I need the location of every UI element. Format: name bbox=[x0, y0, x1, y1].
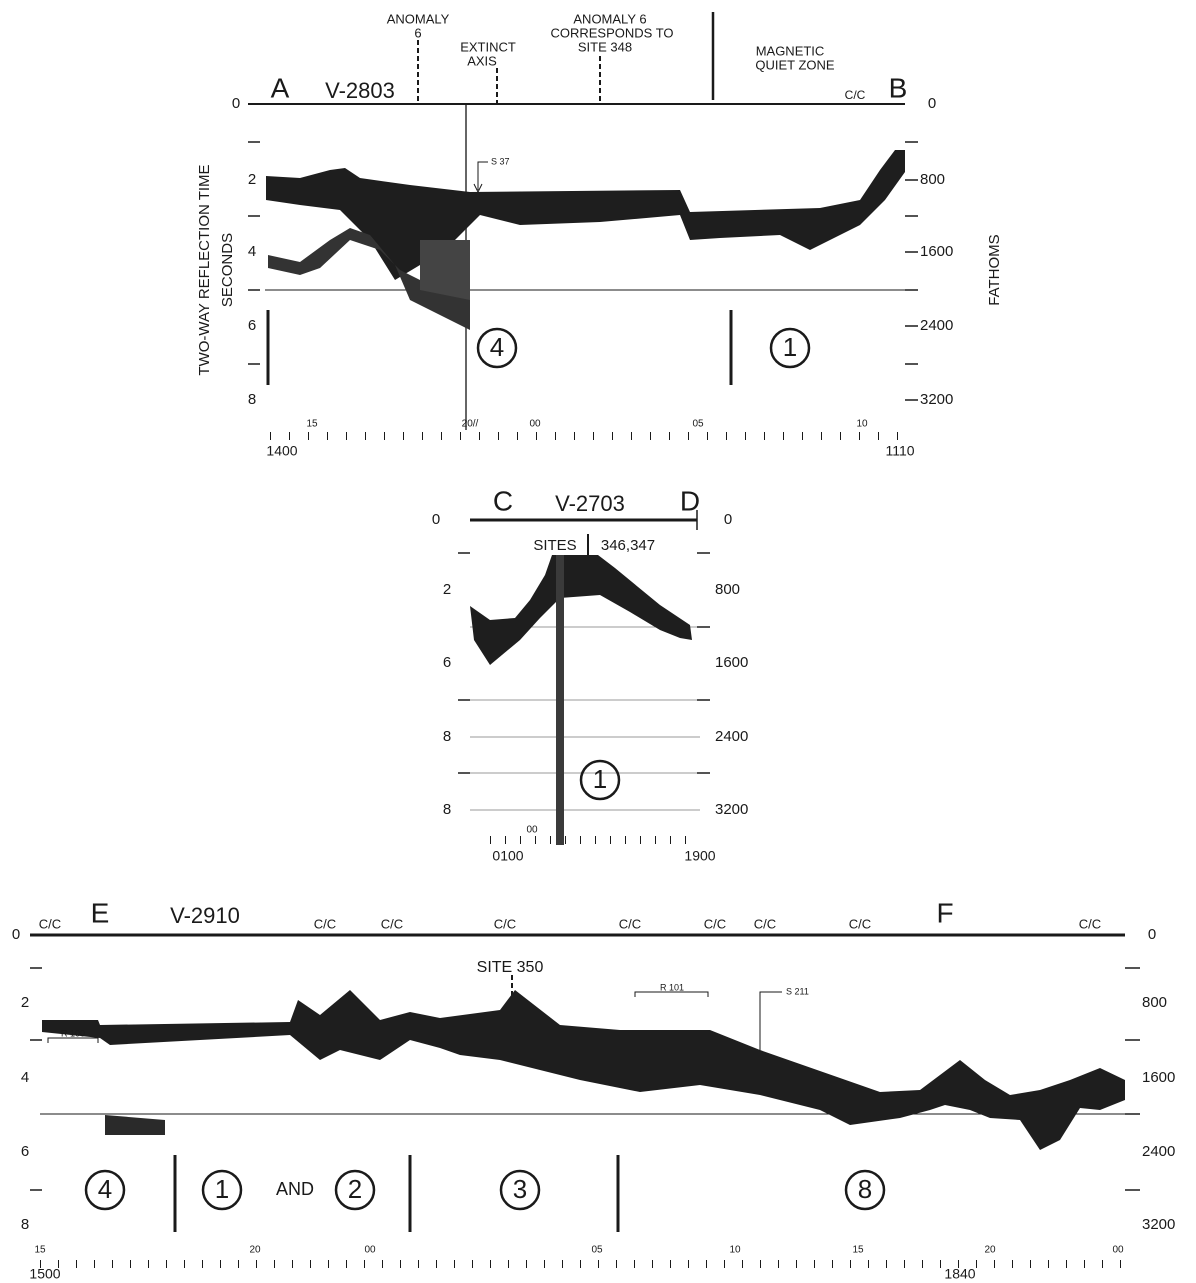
profile-end: B bbox=[889, 72, 908, 103]
profile-start: E bbox=[91, 897, 110, 928]
annotation: QUIET ZONE bbox=[755, 57, 835, 72]
time-label: 1500 bbox=[29, 1266, 60, 1282]
annotation: SITE 348 bbox=[578, 39, 632, 54]
time-label: 1900 bbox=[684, 848, 715, 864]
axis-title: TWO-WAY REFLECTION TIME bbox=[196, 164, 213, 375]
hour-tick-label: 00 bbox=[364, 1245, 376, 1256]
seconds-tick-label: 6 bbox=[443, 654, 451, 671]
fathom-tick-label: 3200 bbox=[920, 391, 953, 408]
fathom-tick-label: 1600 bbox=[1142, 1069, 1175, 1086]
course-change: C/C bbox=[381, 916, 403, 931]
hour-tick-label: 20 bbox=[249, 1245, 261, 1256]
hour-tick-label: 05 bbox=[591, 1245, 603, 1256]
seconds-tick-label: 0 bbox=[432, 511, 440, 528]
annotation: AXIS bbox=[467, 53, 497, 68]
seconds-tick-label: 2 bbox=[443, 581, 451, 598]
hour-tick-label: 20 bbox=[984, 1245, 996, 1256]
zone-label: 8 bbox=[858, 1174, 872, 1204]
seconds-tick-label: 6 bbox=[248, 317, 256, 334]
course-change: C/C bbox=[849, 916, 871, 931]
annotation: S 211 bbox=[786, 986, 809, 996]
zone-label: 2 bbox=[348, 1174, 362, 1204]
seconds-tick-label: 8 bbox=[443, 801, 451, 818]
hour-tick-label: 10 bbox=[856, 419, 868, 430]
hour-tick-label: 00 bbox=[1112, 1245, 1124, 1256]
zone-label: 4 bbox=[490, 332, 504, 362]
fathom-tick-label: 1600 bbox=[715, 654, 748, 671]
profile-name: V-2703 bbox=[555, 491, 625, 516]
fathom-tick-label: 2400 bbox=[1142, 1143, 1175, 1160]
fathom-tick-label: 0 bbox=[928, 95, 936, 112]
seconds-tick-label: 8 bbox=[248, 391, 256, 408]
fathom-tick-label: 800 bbox=[920, 171, 945, 188]
hour-tick-label: 15 bbox=[852, 1245, 864, 1256]
hour-tick-label: 20// bbox=[462, 419, 479, 430]
hour-tick-label: 00 bbox=[526, 825, 538, 836]
annotation: CORRESPONDS TO bbox=[550, 25, 673, 40]
course-change: C/C bbox=[39, 916, 61, 931]
zone-label: 3 bbox=[513, 1174, 527, 1204]
seconds-tick-label: 4 bbox=[248, 243, 256, 260]
annotation: EXTINCT bbox=[460, 39, 516, 54]
zone-label: 1 bbox=[593, 764, 607, 794]
seconds-tick-label: 8 bbox=[21, 1216, 29, 1233]
annotation: ANOMALY 6 bbox=[573, 11, 646, 26]
annotation: R 100 bbox=[61, 1028, 85, 1038]
fathom-tick-label: 0 bbox=[1148, 926, 1156, 943]
seconds-tick-label: 0 bbox=[12, 926, 20, 943]
profile-end: D bbox=[680, 485, 700, 516]
time-label: 1110 bbox=[885, 443, 914, 459]
seconds-tick-label: 0 bbox=[232, 95, 240, 112]
seconds-tick-label: 2 bbox=[248, 171, 256, 188]
course-change: C/C bbox=[845, 88, 866, 102]
time-label: 1840 bbox=[944, 1266, 975, 1282]
fathom-tick-label: 0 bbox=[724, 511, 732, 528]
course-change: C/C bbox=[314, 916, 336, 931]
annotation: S 37 bbox=[491, 156, 510, 166]
profile-end: F bbox=[936, 897, 953, 928]
axis-title: FATHOMS bbox=[986, 234, 1003, 305]
zone-label: 1 bbox=[783, 332, 797, 362]
seconds-tick-label: 6 bbox=[21, 1143, 29, 1160]
course-change: C/C bbox=[619, 916, 641, 931]
seconds-tick-label: 2 bbox=[21, 994, 29, 1011]
course-change: C/C bbox=[1079, 916, 1101, 931]
course-change: C/C bbox=[704, 916, 726, 931]
annotation: ANOMALY bbox=[387, 11, 450, 26]
seconds-tick-label: 8 bbox=[443, 728, 451, 745]
profile-start: C bbox=[493, 485, 513, 516]
annotation: 346,347 bbox=[601, 537, 655, 554]
fathom-tick-label: 3200 bbox=[1142, 1216, 1175, 1233]
fathom-tick-label: 800 bbox=[1142, 994, 1167, 1011]
annotation: AND bbox=[276, 1179, 314, 1199]
time-label: 1400 bbox=[266, 443, 297, 459]
annotation: MAGNETIC bbox=[756, 43, 825, 58]
fathom-tick-label: 2400 bbox=[920, 317, 953, 334]
course-change: C/C bbox=[494, 916, 516, 931]
profile-name: V-2803 bbox=[325, 78, 395, 103]
hour-tick-label: 10 bbox=[729, 1245, 741, 1256]
zone-label: 1 bbox=[215, 1174, 229, 1204]
annotation: SITES bbox=[533, 537, 576, 554]
profile-name: V-2910 bbox=[170, 903, 240, 928]
fathom-tick-label: 1600 bbox=[920, 243, 953, 260]
annotation: R 101 bbox=[660, 982, 684, 992]
annotation: 6 bbox=[414, 25, 421, 40]
axis-title: SECONDS bbox=[219, 233, 236, 307]
profile-graphics bbox=[30, 12, 1140, 1268]
hour-tick-label: 05 bbox=[692, 419, 704, 430]
seconds-tick-label: 4 bbox=[21, 1069, 29, 1086]
fathom-tick-label: 800 bbox=[715, 581, 740, 598]
hour-tick-label: 15 bbox=[306, 419, 318, 430]
profile-start: A bbox=[271, 72, 290, 103]
course-change: C/C bbox=[754, 916, 776, 931]
zone-label: 4 bbox=[98, 1174, 112, 1204]
hour-tick-label: 15 bbox=[34, 1245, 46, 1256]
fathom-tick-label: 2400 bbox=[715, 728, 748, 745]
hour-tick-label: 00 bbox=[529, 419, 541, 430]
annotation: SITE 350 bbox=[477, 959, 544, 976]
time-label: 0100 bbox=[492, 848, 523, 864]
fathom-tick-label: 3200 bbox=[715, 801, 748, 818]
